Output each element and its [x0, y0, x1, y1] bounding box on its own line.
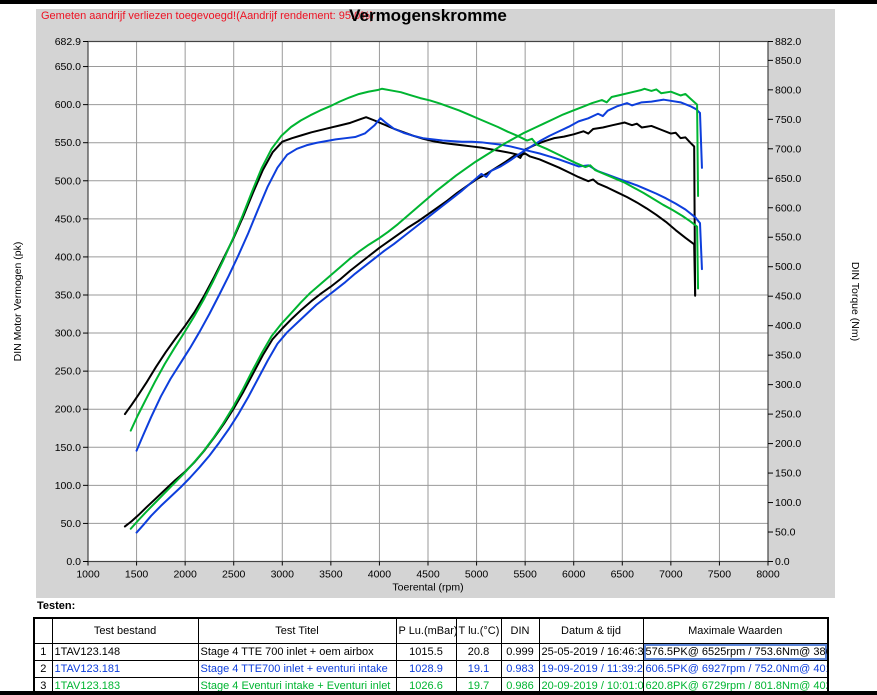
table-header-row: Test bestand Test Titel P Lu.(mBar) T lu.(°…: [33, 617, 829, 644]
date-time-cell[interactable]: 25-05-2019 / 16:46:36: [538, 643, 644, 661]
right-tick-label: 350.0: [775, 350, 801, 362]
test-row: 2 1TAV123.181 Stage 4 TTE700 inlet + event…: [33, 660, 829, 678]
x-tick-label: 5500: [513, 569, 537, 581]
right-tick-label: 550.0: [775, 232, 801, 244]
right-tick-label: 400.0: [775, 320, 801, 332]
right-tick-label: 500.0: [775, 261, 801, 273]
x-tick-label: 4000: [368, 569, 392, 581]
left-tick-label: 682.9: [55, 36, 81, 48]
right-tick-label: 0.0: [775, 556, 790, 568]
right-tick-label: 750.0: [775, 114, 801, 126]
air-pressure-cell[interactable]: 1028.9: [395, 660, 457, 678]
x-tick-label: 3000: [271, 569, 295, 581]
drivetrain-loss-note: Gemeten aandrijf verliezen toegevoegd!(A…: [41, 10, 374, 22]
right-tick-label: 800.0: [775, 84, 801, 96]
x-tick-label: 2000: [173, 569, 197, 581]
right-tick-label: 250.0: [775, 409, 801, 421]
left-tick-label: 200.0: [55, 404, 81, 416]
run3-power-curve: [129, 87, 700, 530]
x-tick-label: 6500: [611, 569, 635, 581]
test-title-cell[interactable]: Stage 4 TTE700 inlet + eventuri intake: [197, 660, 397, 678]
row-number-cell[interactable]: 2: [33, 660, 53, 678]
left-tick-label: 250.0: [55, 366, 81, 378]
left-tick-label: 650.0: [55, 61, 81, 73]
column-header-index: [33, 617, 53, 644]
dyno-chart: 682.9 650.0 600.0 550.0 500.0 450.0 400.0 350.0…: [12, 36, 861, 594]
date-time-cell[interactable]: 19-09-2019 / 11:39:20: [538, 660, 644, 678]
row-number-cell[interactable]: 1: [33, 643, 53, 661]
x-tick-label: 2500: [222, 569, 246, 581]
right-tick-label: 300.0: [775, 379, 801, 391]
date-time-cell[interactable]: 20-09-2019 / 10:01:08: [538, 677, 644, 695]
right-tick-label: 850.0: [775, 55, 801, 67]
air-temperature-cell[interactable]: 19.1: [455, 660, 502, 678]
left-axis-title: DIN Motor Vermogen (pk): [12, 242, 24, 362]
column-header-P Lu.(mBar): P Lu.(mBar): [395, 617, 457, 644]
bottom-border: [0, 691, 877, 695]
left-tick-label: 550.0: [55, 137, 81, 149]
din-factor-cell[interactable]: 0.999: [500, 643, 540, 661]
right-tick-label: 150.0: [775, 468, 801, 480]
air-temperature-cell[interactable]: 20.8: [455, 643, 502, 661]
right-tick-label: 882.0: [775, 36, 801, 48]
column-header-Datum & tijd: Datum & tijd: [538, 617, 644, 644]
left-tick-label: 500.0: [55, 175, 81, 187]
left-tick-label: 400.0: [55, 251, 81, 263]
left-tick-label: 350.0: [55, 289, 81, 301]
right-axis-title: DIN Torque (Nm): [849, 262, 861, 341]
test-row: 1 1TAV123.148 Stage 4 TTE 700 inlet + oem …: [33, 643, 829, 661]
x-tick-label: 1500: [125, 569, 149, 581]
din-factor-cell[interactable]: 0.983: [500, 660, 540, 678]
column-header-Test Titel: Test Titel: [197, 617, 397, 644]
x-tick-label: 7500: [708, 569, 732, 581]
right-tick-label: 200.0: [775, 438, 801, 450]
column-header-Test bestand: Test bestand: [51, 617, 199, 644]
right-tick-label: 600.0: [775, 202, 801, 214]
column-header-T lu.(°C): T lu.(°C): [455, 617, 502, 644]
left-tick-label: 50.0: [61, 518, 82, 530]
left-tick-label: 0.0: [66, 556, 81, 568]
max-values-cell[interactable]: 606.5PK@ 6927rpm / 752.0Nm@ 4010rpm: [642, 660, 829, 678]
table-caption: Testen:: [37, 600, 76, 612]
run2-torque-curve: [135, 117, 703, 452]
left-tick-label: 300.0: [55, 328, 81, 340]
air-pressure-cell[interactable]: 1015.5: [395, 643, 457, 661]
table-body: 1 1TAV123.148 Stage 4 TTE 700 inlet + oem …: [33, 643, 829, 695]
x-axis-title: Toerental (rpm): [392, 582, 463, 594]
column-header-Maximale Waarden: Maximale Waarden: [642, 617, 829, 644]
x-tick-label: 1000: [76, 569, 100, 581]
x-tick-label: 7000: [659, 569, 683, 581]
results-table: Test bestand Test Titel P Lu.(mBar) T lu.(°…: [33, 617, 829, 695]
table-header: Test bestand Test Titel P Lu.(mBar) T lu.(°…: [33, 617, 829, 644]
run2-power-curve: [135, 98, 703, 534]
right-tick-label: 100.0: [775, 497, 801, 509]
column-header-DIN: DIN: [500, 617, 540, 644]
test-row: 3 1TAV123.183 Stage 4 Eventuri intake + Ev…: [33, 677, 829, 695]
right-tick-label: 700.0: [775, 143, 801, 155]
left-tick-label: 150.0: [55, 442, 81, 454]
test-file-cell[interactable]: 1TAV123.183: [51, 677, 199, 695]
x-tick-label: 5000: [465, 569, 489, 581]
left-tick-label: 100.0: [55, 480, 81, 492]
run3-torque-curve: [129, 87, 700, 432]
right-tick-label: 650.0: [775, 173, 801, 185]
x-tick-label: 6000: [562, 569, 586, 581]
air-pressure-cell[interactable]: 1026.6: [395, 677, 457, 695]
x-tick-label: 4500: [416, 569, 440, 581]
test-file-cell[interactable]: 1TAV123.148: [51, 643, 199, 661]
din-factor-cell[interactable]: 0.986: [500, 677, 540, 695]
left-tick-label: 450.0: [55, 213, 81, 225]
chart-title: Vermogenskromme: [349, 6, 507, 25]
right-tick-label: 450.0: [775, 291, 801, 303]
top-border: [0, 0, 877, 4]
test-title-cell[interactable]: Stage 4 TTE 700 inlet + oem airbox: [197, 643, 397, 661]
max-values-cell[interactable]: 576.5PK@ 6525rpm / 753.6Nm@ 3863rpm: [642, 643, 829, 661]
x-tick-label: 3500: [319, 569, 343, 581]
test-file-cell[interactable]: 1TAV123.181: [51, 660, 199, 678]
x-tick-label: 8000: [756, 569, 780, 581]
left-tick-label: 600.0: [55, 99, 81, 111]
right-tick-label: 50.0: [775, 527, 796, 539]
